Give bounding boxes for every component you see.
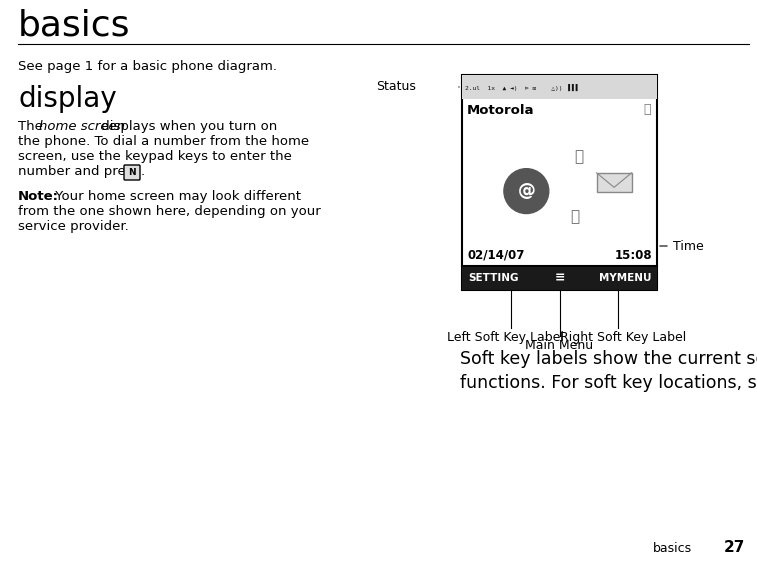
Text: Main Menu: Main Menu	[525, 339, 593, 352]
Text: 15:08: 15:08	[615, 249, 652, 262]
Bar	[462, 75, 657, 290]
Text: 📋: 📋	[575, 149, 584, 164]
Text: number and press: number and press	[18, 165, 139, 178]
Text: basics: basics	[18, 8, 130, 42]
Text: 2.ul  1x  ▲ ◄)  ⊳ ✉    △)) ▐▐▐: 2.ul 1x ▲ ◄) ⊳ ✉ △)) ▐▐▐	[465, 84, 578, 90]
Text: service provider.: service provider.	[18, 220, 129, 233]
Text: displays when you turn on: displays when you turn on	[97, 120, 277, 133]
Text: See page 1 for a basic phone diagram.: See page 1 for a basic phone diagram.	[18, 60, 277, 73]
Text: 27: 27	[724, 540, 745, 555]
Text: .: .	[141, 165, 145, 178]
Text: Left Soft Key Label: Left Soft Key Label	[447, 331, 564, 344]
Text: screen, use the keypad keys to enter the: screen, use the keypad keys to enter the	[18, 150, 292, 163]
Text: N: N	[128, 168, 136, 177]
Text: Status: Status	[376, 80, 416, 93]
Text: Note:: Note:	[18, 190, 59, 203]
Text: Soft key labels show the current soft key
functions. For soft key locations, see: Soft key labels show the current soft ke…	[460, 350, 757, 392]
Bar	[462, 266, 657, 290]
Text: ≡: ≡	[554, 272, 565, 285]
Text: the phone. To dial a number from the home: the phone. To dial a number from the hom…	[18, 135, 309, 148]
Text: @: @	[518, 182, 535, 200]
Text: ⏰: ⏰	[571, 210, 580, 224]
Text: 🎧: 🎧	[643, 103, 651, 116]
Text: The: The	[18, 120, 47, 133]
Text: SETTING: SETTING	[468, 273, 519, 283]
Text: Right Soft Key Label: Right Soft Key Label	[560, 331, 686, 344]
Text: home screen: home screen	[39, 120, 125, 133]
Text: basics: basics	[653, 542, 692, 555]
Text: Time: Time	[673, 240, 704, 253]
FancyBboxPatch shape	[124, 165, 140, 180]
Text: Motorola: Motorola	[467, 104, 534, 117]
Text: display: display	[18, 85, 117, 113]
Text: MYMENU: MYMENU	[599, 273, 651, 283]
Bar	[462, 75, 657, 99]
Text: from the one shown here, depending on your: from the one shown here, depending on yo…	[18, 205, 321, 218]
Text: Your home screen may look different: Your home screen may look different	[51, 190, 301, 203]
Text: 02/14/07: 02/14/07	[467, 249, 525, 262]
Circle shape	[504, 169, 549, 214]
Bar	[597, 173, 631, 192]
